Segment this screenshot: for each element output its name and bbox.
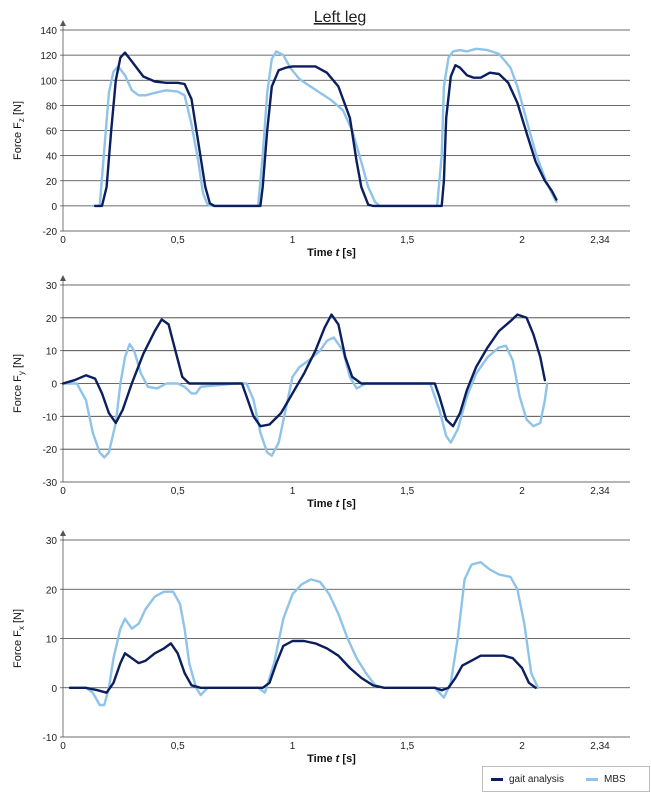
- legend-item-gait: gait analysis: [491, 774, 564, 785]
- x-tick-label: 2: [519, 235, 525, 246]
- series-line-mbs: [91, 47, 558, 208]
- x-tick-label: 2,34: [590, 741, 610, 752]
- x-tick-label: 1,5: [400, 486, 414, 497]
- y-axis-label: Force Fx [N]: [12, 609, 26, 668]
- y-tick-label: 60: [46, 127, 58, 138]
- x-tick-label: 2,34: [590, 235, 610, 246]
- y-tick-label: 20: [46, 177, 58, 188]
- y-tick-label: 0: [51, 684, 57, 695]
- y-tick-label: -20: [43, 445, 58, 456]
- x-tick-label: 0: [60, 235, 66, 246]
- y-tick-label: -10: [43, 733, 58, 744]
- series-line-mbs: [61, 336, 549, 459]
- y-axis-label: Force Fy [N]: [12, 354, 26, 413]
- y-axis-arrow: [60, 530, 66, 536]
- chart-title: Left leg: [314, 9, 366, 26]
- y-tick-label: 0: [51, 380, 57, 391]
- y-tick-label: 140: [40, 26, 57, 37]
- x-tick-label: 2: [519, 741, 525, 752]
- y-tick-label: -30: [43, 478, 58, 489]
- legend-label-gait: gait analysis: [509, 773, 565, 785]
- y-tick-label: 20: [46, 314, 58, 325]
- series-line-gait-analysis: [68, 639, 537, 694]
- y-tick-label: 30: [46, 281, 58, 292]
- x-tick-label: 2,34: [590, 486, 610, 497]
- legend-label-mbs: MBS: [604, 773, 626, 785]
- y-tick-label: 20: [46, 585, 58, 596]
- x-tick-label: 1: [290, 741, 296, 752]
- y-tick-label: -20: [43, 227, 58, 238]
- x-tick-label: 0: [60, 486, 66, 497]
- x-tick-label: 0,5: [171, 741, 185, 752]
- x-tick-label: 0,5: [171, 486, 185, 497]
- legend-swatch-mbs: [586, 777, 599, 781]
- legend: gait analysis MBS: [482, 766, 650, 792]
- y-tick-label: 10: [46, 347, 58, 358]
- legend-item-mbs: MBS: [586, 774, 626, 785]
- series-line-gait-analysis: [61, 313, 547, 428]
- y-tick-label: 100: [40, 76, 57, 87]
- x-tick-label: 1: [290, 235, 296, 246]
- y-axis-arrow: [60, 275, 66, 281]
- x-axis-label: Time t [s]: [307, 498, 356, 510]
- x-tick-label: 1,5: [400, 235, 414, 246]
- x-tick-label: 0: [60, 741, 66, 752]
- y-tick-label: 10: [46, 635, 58, 646]
- y-axis-label: Force Fz [N]: [12, 101, 26, 160]
- x-axis-label: Time t [s]: [307, 247, 356, 259]
- series-line-gait-analysis: [93, 51, 558, 208]
- chart-panel-1: -30 -20 -10 0 10 20 30 0 0,5 1 1,5 2 2,34 Time t [s] F…: [12, 275, 630, 510]
- y-tick-label: 0: [51, 202, 57, 213]
- y-tick-label: 120: [40, 51, 57, 62]
- x-tick-label: 0,5: [171, 235, 185, 246]
- x-axis-label: Time t [s]: [307, 753, 356, 765]
- y-tick-label: -10: [43, 412, 58, 423]
- legend-swatch-gait: [491, 777, 503, 781]
- y-tick-label: 30: [46, 536, 58, 547]
- x-tick-label: 1: [290, 486, 296, 497]
- y-tick-label: 80: [46, 101, 58, 112]
- x-tick-label: 1,5: [400, 741, 414, 752]
- series-line-mbs: [68, 561, 540, 707]
- x-tick-label: 2: [519, 486, 525, 497]
- y-tick-label: 40: [46, 152, 58, 163]
- y-axis-arrow: [60, 20, 66, 26]
